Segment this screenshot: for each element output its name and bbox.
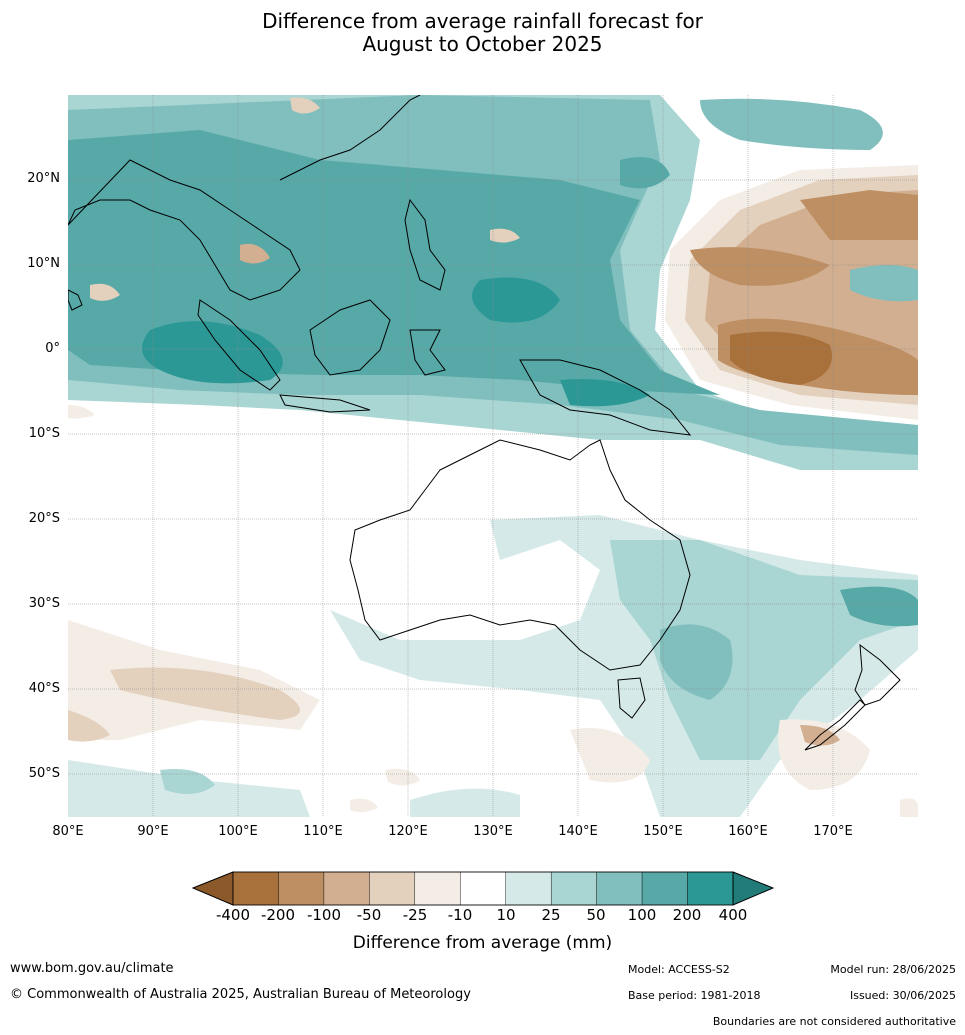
- tasmania-coast: [617, 677, 646, 719]
- colorbar-label: 100: [627, 906, 657, 924]
- colorbar-cell: [369, 871, 416, 906]
- colorbar-outline: [232, 871, 734, 906]
- lon-label-140e: 140°E: [558, 824, 598, 839]
- colorbar-cell: [278, 871, 325, 906]
- lat-label-10s: 10°S: [28, 426, 60, 441]
- footer-issued: Issued: 30/06/2025: [849, 989, 956, 1002]
- colorbar-label: -200: [260, 906, 296, 924]
- lon-label-170e: 170°E: [813, 824, 853, 839]
- colorbar-label: 25: [541, 906, 561, 924]
- map-title: Difference from average rainfall forecas…: [0, 10, 965, 56]
- colorbar: [191, 871, 775, 906]
- philippines-coast: [404, 198, 446, 291]
- coastlines: [68, 95, 901, 751]
- colorbar-title: Difference from average (mm): [352, 933, 613, 953]
- title-line-1: Difference from average rainfall forecas…: [262, 9, 703, 33]
- lon-label-100e: 100°E: [218, 824, 258, 839]
- new-guinea-coast: [519, 359, 692, 436]
- colorbar-label: -25: [402, 906, 428, 924]
- colorbar-cell: [323, 871, 370, 906]
- colorbar-cells: [232, 871, 734, 906]
- colorbar-cell: [414, 871, 461, 906]
- dry-anomaly-shading: [68, 97, 918, 817]
- footer-disclaimer: Boundaries are not considered authoritat…: [712, 1015, 956, 1028]
- colorbar-cell: [550, 871, 597, 906]
- lon-label-110e: 110°E: [303, 824, 343, 839]
- lat-label-10n: 10°N: [27, 256, 60, 271]
- gridlines: [68, 95, 918, 817]
- colorbar-cell: [596, 871, 643, 906]
- footer-copyright: © Commonwealth of Australia 2025, Austra…: [10, 987, 471, 1002]
- footer-base-period: Base period: 1981-2018: [628, 989, 761, 1002]
- colorbar-cell: [232, 871, 279, 906]
- sri-lanka-coast: [68, 289, 83, 311]
- colorbar-cell: [505, 871, 552, 906]
- lat-label-50s: 50°S: [28, 766, 60, 781]
- colorbar-label: 400: [718, 906, 748, 924]
- china-coast: [279, 95, 421, 181]
- sumatra-coast: [197, 299, 281, 391]
- colorbar-cell: [641, 871, 688, 906]
- colorbar-cell: [460, 871, 506, 906]
- colorbar-label: -50: [356, 906, 382, 924]
- lon-label-160e: 160°E: [728, 824, 768, 839]
- lat-label-30s: 30°S: [28, 596, 60, 611]
- indochina-coast: [68, 159, 301, 301]
- lat-label-20n: 20°N: [27, 171, 60, 186]
- title-line-2: August to October 2025: [362, 32, 603, 56]
- colorbar-label: 200: [672, 906, 702, 924]
- colorbar-extend-high: [732, 871, 775, 906]
- borneo-coast: [309, 299, 391, 376]
- lat-label-0: 0°: [45, 341, 60, 356]
- map-plot-area: [68, 95, 918, 817]
- footer-model: Model: ACCESS-S2: [628, 963, 730, 976]
- java-coast: [279, 394, 371, 413]
- sulawesi-coast: [409, 329, 446, 376]
- australia-coast: [349, 439, 691, 671]
- colorbar-extend-low: [191, 871, 234, 906]
- colorbar-label: 50: [586, 906, 606, 924]
- footer-url[interactable]: www.bom.gov.au/climate: [10, 961, 174, 976]
- colorbar-label: -100: [306, 906, 342, 924]
- lat-label-40s: 40°S: [28, 681, 60, 696]
- footer-model-run: Model run: 28/06/2025: [830, 963, 956, 976]
- new-zealand-south: [804, 699, 866, 751]
- lon-label-150e: 150°E: [643, 824, 683, 839]
- colorbar-label: -10: [447, 906, 473, 924]
- lon-label-80e: 80°E: [52, 824, 84, 839]
- colorbar-label: 10: [496, 906, 516, 924]
- colorbar-cell: [687, 871, 734, 906]
- lon-label-120e: 120°E: [388, 824, 428, 839]
- lat-label-20s: 20°S: [28, 511, 60, 526]
- lon-label-90e: 90°E: [137, 824, 169, 839]
- new-zealand-north: [854, 643, 901, 706]
- colorbar-label: -400: [215, 906, 251, 924]
- lon-label-130e: 130°E: [473, 824, 513, 839]
